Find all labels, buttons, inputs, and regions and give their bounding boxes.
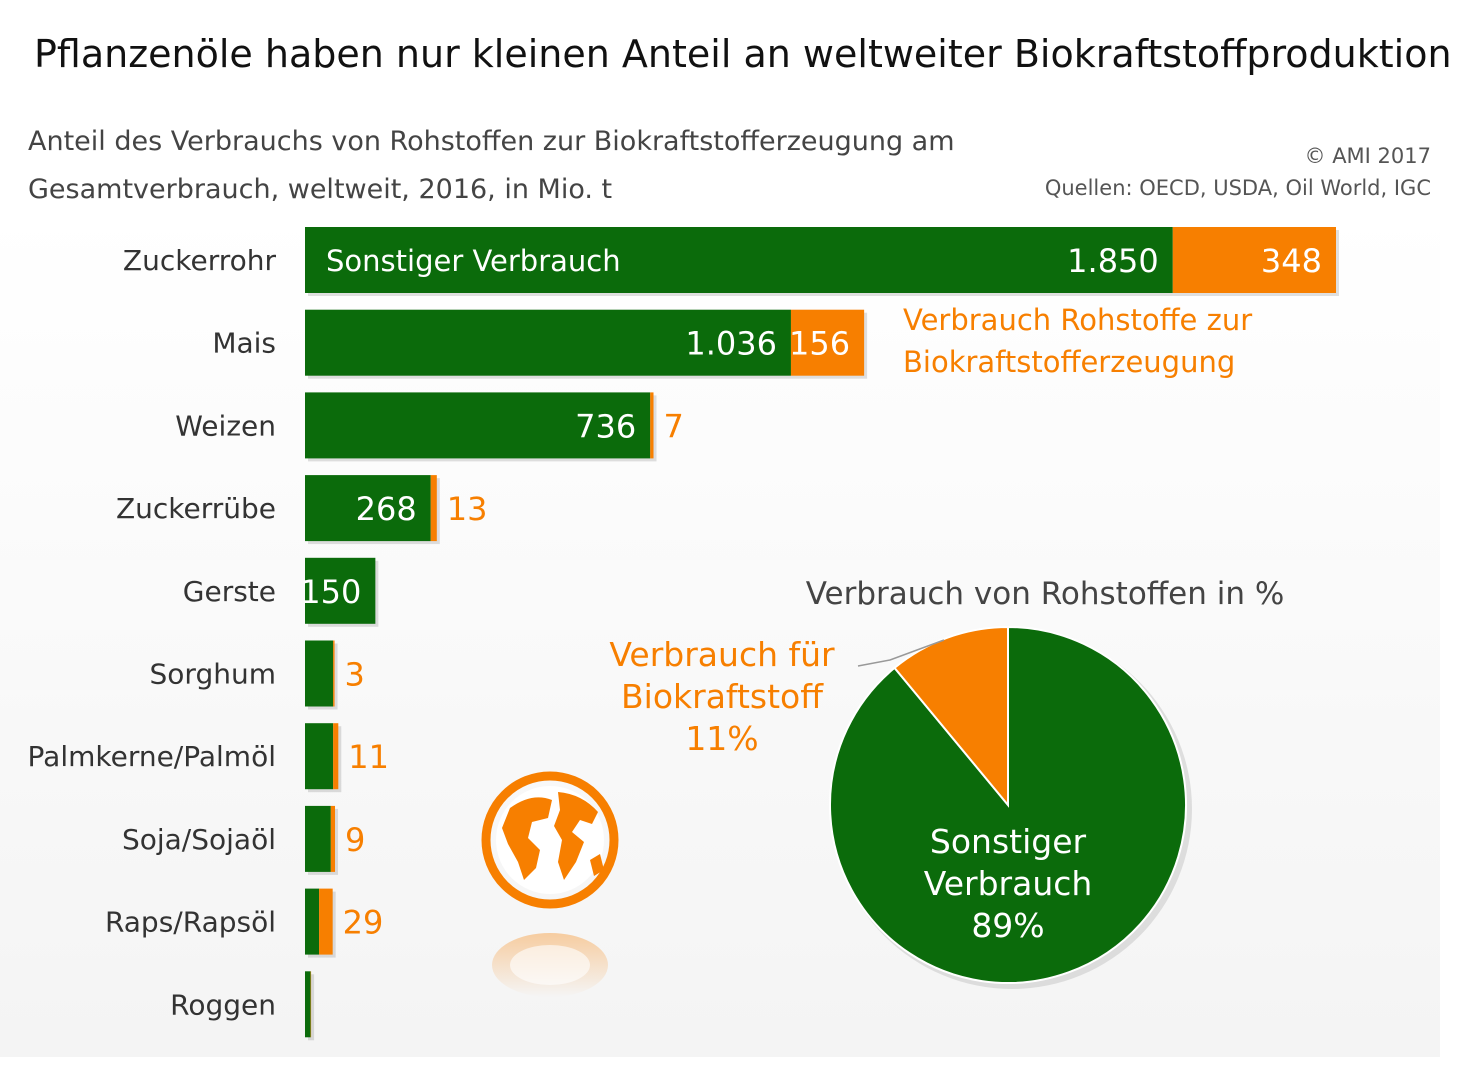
category-label-zuckerruebe: Zuckerrübe [116, 492, 276, 525]
pie-title: Verbrauch von Rohstoffen in % [806, 576, 1285, 612]
bar-segment-other-palmkerne-palmoel [305, 723, 334, 790]
data-label-biofuel-mais: 156 [789, 325, 850, 363]
category-label-roggen: Roggen [170, 988, 276, 1021]
subtitle-line-2: Gesamtverbrauch, weltweit, 2016, in Mio.… [28, 174, 613, 205]
category-label-weizen: Weizen [175, 409, 276, 442]
category-label-raps-rapsoel: Raps/Rapsöl [105, 906, 276, 939]
category-label-palmkerne-palmoel: Palmkerne/Palmöl [28, 740, 276, 773]
category-label-soja-sojaoel: Soja/Sojaöl [122, 823, 276, 856]
category-label-zuckerrohr: Zuckerrohr [123, 244, 277, 277]
pie-label-other-line-1: Sonstiger [930, 822, 1087, 861]
category-label-mais: Mais [212, 327, 276, 360]
globe-icon [481, 771, 619, 997]
bar-segment-other-roggen [305, 971, 311, 1038]
bar-segment-biofuel-soja-sojaoel [330, 805, 336, 872]
bar-segment-biofuel-mais [790, 309, 865, 376]
legend-biofuel-line-1: Verbrauch Rohstoffe zur [903, 303, 1252, 337]
pie-leader-line [857, 639, 945, 667]
data-label-biofuel-zuckerrohr: 348 [1261, 242, 1322, 280]
pie-label-other-line-2: Verbrauch [924, 864, 1093, 903]
data-label-other-gerste: 150 [300, 573, 361, 611]
subtitle-line-1: Anteil des Verbrauchs von Rohstoffen zur… [28, 126, 955, 157]
pie-label-other-line-3: 89% [971, 906, 1044, 945]
bar-segment-other-mais [305, 309, 791, 376]
bar-segment-other-zuckerrohr [305, 227, 1173, 293]
credit-block: © AMI 2017 Quellen: OECD, USDA, Oil Worl… [1045, 140, 1431, 204]
pie-label-biofuel-line-2: Biokraftstoff [621, 677, 824, 716]
chart-subtitle: Anteil des Verbrauchs von Rohstoffen zur… [28, 118, 955, 214]
pie-slice-verbrauch-fuer-biokraftstoff [893, 625, 1009, 808]
bar-segment-biofuel-raps-rapsoel [319, 888, 333, 955]
chart-title: Pflanzenöle haben nur kleinen Anteil an … [34, 32, 1452, 76]
bar-segment-biofuel-weizen [650, 392, 654, 459]
pie-label-biofuel-line-3: 11% [685, 719, 758, 758]
data-label-biofuel-zuckerruebe: 13 [447, 490, 488, 528]
bar-segment-other-raps-rapsoel [305, 888, 320, 955]
pie-slice-sonstiger-verbrauch [829, 625, 1187, 984]
bar-segment-biofuel-zuckerruebe [430, 475, 437, 542]
data-label-biofuel-sorghum: 3 [345, 656, 365, 694]
bar-segment-biofuel-palmkerne-palmoel [333, 723, 339, 790]
legend-biofuel-line-2: Biokraftstofferzeugung [903, 345, 1235, 379]
bar-segment-other-sorghum [305, 640, 334, 707]
bar-segment-other-zuckerruebe [305, 475, 431, 542]
data-label-other-weizen: 736 [575, 407, 636, 445]
data-label-biofuel-weizen: 7 [664, 407, 684, 445]
bar-segment-biofuel-sorghum [333, 640, 335, 707]
in-bar-series-label: Sonstiger Verbrauch [326, 244, 621, 278]
data-label-biofuel-raps-rapsoel: 29 [343, 904, 384, 942]
data-label-other-mais: 1.036 [685, 325, 777, 363]
pie-label-biofuel-line-1: Verbrauch für [609, 635, 835, 674]
sources-note: Quellen: OECD, USDA, Oil World, IGC [1044, 176, 1431, 200]
data-label-biofuel-soja-sojaoel: 9 [345, 821, 365, 859]
data-label-other-zuckerruebe: 268 [356, 490, 417, 528]
bar-segment-biofuel-zuckerrohr [1172, 227, 1336, 293]
category-label-sorghum: Sorghum [150, 658, 276, 691]
copyright-note: © AMI 2017 [1304, 144, 1431, 168]
bar-segment-other-soja-sojaoel [305, 805, 331, 872]
category-label-gerste: Gerste [183, 575, 276, 608]
data-label-other-zuckerrohr: 1.850 [1067, 242, 1159, 280]
data-label-biofuel-palmkerne-palmoel: 11 [348, 738, 389, 776]
bar-segment-other-weizen [305, 392, 651, 459]
bar-segment-other-gerste [305, 557, 376, 624]
